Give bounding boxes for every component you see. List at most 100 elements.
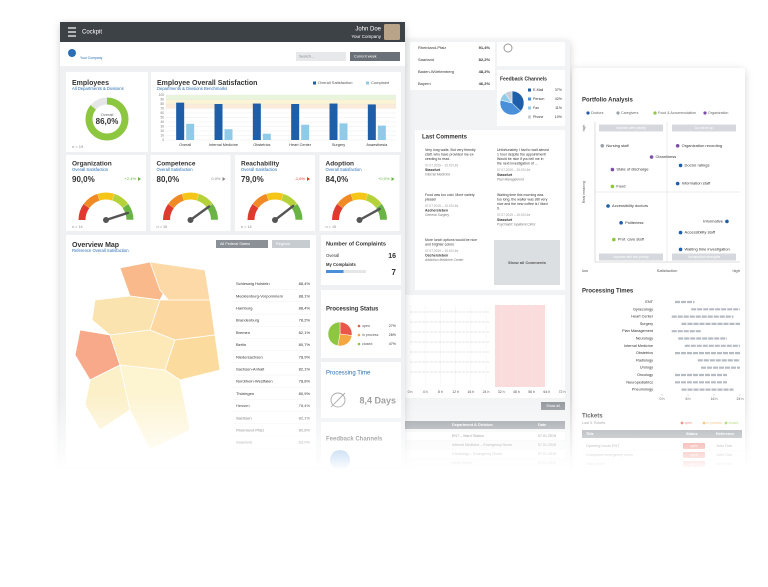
label: Obstetrics — [636, 351, 653, 355]
label: Departments & Divisions Benchmarks — [157, 86, 227, 91]
map-region — [164, 334, 221, 381]
label: Current week — [354, 55, 377, 59]
label: Your Company — [80, 56, 103, 60]
highlight — [495, 305, 545, 387]
label: Feedback Channels — [500, 76, 547, 82]
subheader — [60, 42, 405, 66]
menu-icon — [68, 27, 76, 29]
label: 80 — [160, 102, 164, 106]
label: Food & Accommodation — [658, 111, 696, 115]
gauge-hub — [356, 217, 363, 223]
map-region — [109, 329, 176, 371]
point — [725, 219, 729, 224]
label: ceeding to read. — [425, 157, 450, 161]
label: Baden-Württemberg — [418, 69, 454, 74]
label: 32 h — [498, 390, 505, 394]
label: Satisfaction — [657, 268, 678, 273]
legend-swatch — [528, 97, 531, 101]
gauge-arc — [163, 204, 174, 221]
change-arrow — [138, 177, 141, 181]
label: 10% — [555, 115, 563, 119]
label: 7 — [392, 268, 397, 277]
label: n = 14 — [241, 225, 252, 229]
label: Phone — [533, 115, 543, 119]
label: 60 — [160, 111, 164, 115]
label: Portfolio Analysis — [582, 98, 633, 104]
label: Overall — [101, 112, 114, 117]
label: Overall Satisfaction — [318, 80, 352, 85]
legend-dot — [616, 111, 620, 115]
gauge-arc — [266, 192, 284, 201]
bar — [367, 104, 376, 140]
label: too long, the waiter was still very — [497, 198, 548, 202]
label: Berlin — [236, 342, 246, 347]
quadrant-label-box — [672, 253, 736, 261]
label: open — [362, 324, 370, 328]
label: Very long waits. But very friendly — [425, 148, 476, 152]
label: Radiology — [636, 358, 653, 362]
label: Prof. care staff — [618, 237, 645, 242]
bar-track — [326, 270, 366, 273]
card — [321, 235, 401, 285]
legend-dot — [357, 333, 361, 337]
legend-swatch — [366, 81, 369, 85]
point — [678, 247, 683, 252]
menu-icon — [68, 35, 76, 37]
label: 0,0% — [211, 176, 221, 181]
label: 88,1% — [299, 293, 311, 298]
label: Accessibility staff — [685, 230, 716, 235]
label: Overview Map — [72, 242, 119, 249]
label: high — [582, 125, 586, 132]
label: and brighter colors — [425, 243, 454, 247]
label: 07.07.2019 – 10:03 Uhr — [497, 213, 531, 217]
pie-slice — [504, 90, 513, 104]
legend-dot — [357, 342, 361, 346]
label: 48 h — [513, 390, 520, 394]
fade-solid — [40, 480, 768, 587]
label: John Doe — [355, 27, 381, 33]
label: n = 15 — [157, 225, 168, 229]
label: Heart Center — [631, 315, 653, 319]
point — [600, 144, 605, 148]
gauge-arc — [97, 192, 115, 201]
label: Complaint — [371, 80, 390, 85]
label: State of discharge — [616, 167, 649, 172]
gauge-arc — [337, 193, 354, 209]
label: Oschersleben — [425, 254, 448, 258]
gauge-arc — [78, 204, 90, 221]
label: ENT — [645, 300, 653, 304]
label: 37% — [555, 88, 563, 92]
change-arrow — [391, 177, 395, 181]
label: Adoption — [326, 161, 355, 168]
label: Organization — [708, 111, 728, 115]
label: All Federal States — [220, 242, 250, 246]
label: low — [582, 268, 588, 273]
menu-icon — [68, 31, 76, 33]
bar — [262, 133, 271, 140]
label: +2,4% — [125, 176, 137, 181]
label: 27% — [389, 324, 397, 328]
label: 72 h — [559, 390, 566, 394]
label: 91,4% — [479, 45, 491, 50]
bar — [329, 103, 338, 140]
label: Brandenburg — [236, 318, 259, 323]
label: +0,0% — [378, 176, 390, 181]
label: Neurology — [636, 337, 653, 341]
bar — [326, 270, 344, 273]
label: in process — [362, 333, 379, 337]
point — [678, 230, 683, 235]
label: 26% — [389, 333, 397, 337]
label: Surgery — [332, 143, 345, 147]
legend-swatch — [528, 88, 531, 92]
label: Doctor ratings — [685, 162, 710, 167]
point — [612, 237, 616, 242]
label: Surgery — [640, 322, 653, 326]
legend-dot — [586, 111, 590, 115]
label: 47% — [389, 342, 397, 346]
label: Pneumology — [632, 388, 653, 392]
change-arrow — [307, 177, 310, 181]
card — [497, 42, 565, 66]
label: Show all Comments — [508, 260, 547, 265]
label: n = 14 — [72, 225, 83, 229]
label: please! — [425, 198, 436, 202]
